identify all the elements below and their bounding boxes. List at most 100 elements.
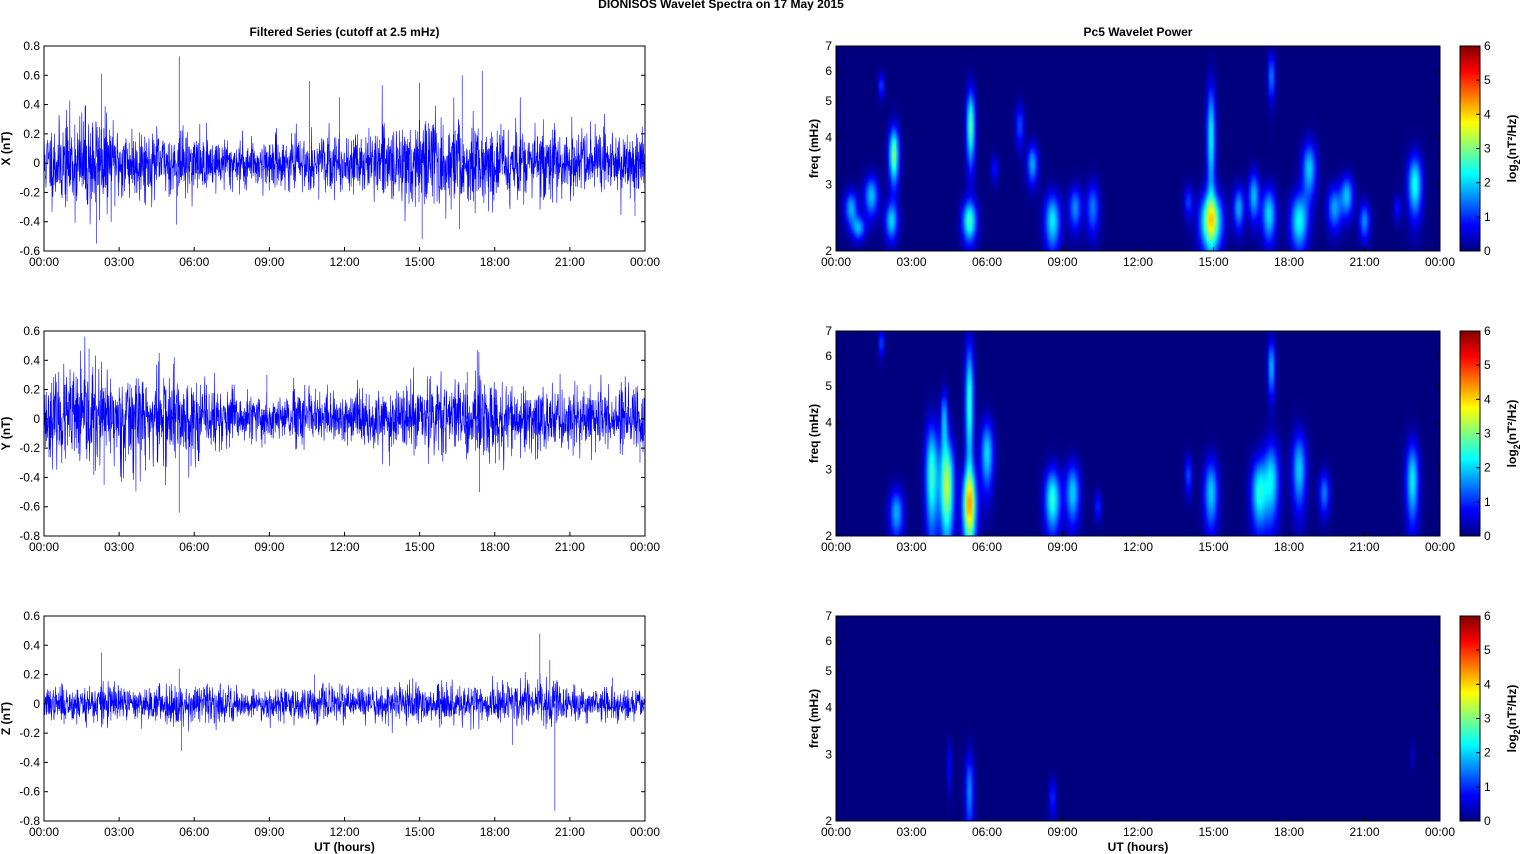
spectrum-xtick-label: 09:00 <box>1047 825 1077 839</box>
series-xtick-label: 09:00 <box>254 825 284 839</box>
colorbar-tick-label: 4 <box>1484 677 1491 691</box>
series-line <box>43 56 646 244</box>
series-ytick-label: 0.6 <box>23 68 40 82</box>
series-panel-y: -0.8 -0.6 -0.4 -0.2 0 0.2 0.4 0.6 00:00 03:00 06:0… <box>0 324 660 554</box>
series-ytick-label: -0.2 <box>19 441 40 455</box>
series-ytick-label: 0.6 <box>23 609 40 623</box>
series-ytick-label: -0.6 <box>19 244 40 258</box>
spectrum-ytick-label: 6 <box>825 349 832 363</box>
spectrum-ytick-label: 3 <box>825 178 832 192</box>
spectrum-xtick-label: 21:00 <box>1349 540 1379 554</box>
spectrum-panel-y: 2 3 4 5 6 7 00:00 03:00 06:00 09:00 12:00 15:00 18:0… <box>807 324 1521 554</box>
series-xtick-label: 09:00 <box>254 255 284 269</box>
spectrum-xtick-label: 12:00 <box>1123 540 1153 554</box>
series-xtick-label: 00:00 <box>29 825 59 839</box>
wavelet-power-image <box>836 46 1440 251</box>
series-ylabel: Z (nT) <box>0 702 13 735</box>
spectrum-xtick-label: 21:00 <box>1349 825 1379 839</box>
spectrum-ylabel: freq (mHz) <box>807 404 821 463</box>
series-xtick-label: 18:00 <box>480 255 510 269</box>
series-ytick-label: -0.6 <box>19 785 40 799</box>
series-xtick-label: 06:00 <box>179 540 209 554</box>
colorbar-tick-label: 2 <box>1484 461 1491 475</box>
spectrum-xtick-label: 09:00 <box>1047 255 1077 269</box>
series-xtick-label: 18:00 <box>480 540 510 554</box>
series-ytick-label: 0.4 <box>23 98 40 112</box>
spectrum-xlabel: UT (hours) <box>1108 840 1169 854</box>
series-ytick-label: -0.6 <box>19 500 40 514</box>
series-ytick-label: -0.8 <box>19 814 40 828</box>
series-ytick-label: 0.2 <box>23 127 40 141</box>
series-xtick-label: 12:00 <box>329 255 359 269</box>
colorbar-tick-label: 5 <box>1484 643 1491 657</box>
series-ytick-label: -0.4 <box>19 755 40 769</box>
spectrum-ytick-label: 6 <box>825 634 832 648</box>
series-xtick-label: 00:00 <box>630 540 660 554</box>
spectrum-ytick-label: 4 <box>825 701 832 715</box>
series-ytick-label: 0.8 <box>23 39 40 53</box>
series-xtick-label: 21:00 <box>555 825 585 839</box>
spectrum-xtick-label: 06:00 <box>972 540 1002 554</box>
spectrum-panel-z: 2 3 4 5 6 7 00:00 03:00 06:00 09:00 12:00 15:00 18:0… <box>807 609 1521 854</box>
colorbar-tick-label: 3 <box>1484 712 1491 726</box>
spectrum-ytick-label: 2 <box>825 244 832 258</box>
spectrum-ylabel: freq (mHz) <box>807 119 821 178</box>
colorbar-tick-label: 0 <box>1484 814 1491 828</box>
series-ytick-label: 0.6 <box>23 324 40 338</box>
colorbar-label: log2(nT²/Hz) <box>1505 115 1521 183</box>
spectrum-xtick-label: 00:00 <box>1425 825 1455 839</box>
spectrum-xtick-label: 03:00 <box>896 255 926 269</box>
spectrum-xtick-label: 00:00 <box>1425 540 1455 554</box>
spectrum-ytick-label: 5 <box>825 94 832 108</box>
spectrum-ytick-label: 7 <box>825 609 832 623</box>
spectrum-ytick-label: 3 <box>825 748 832 762</box>
spectrum-xtick-label: 15:00 <box>1198 825 1228 839</box>
colorbar-tick-label: 0 <box>1484 529 1491 543</box>
spectrum-xtick-label: 00:00 <box>821 825 851 839</box>
colorbar-tick-label: 4 <box>1484 107 1491 121</box>
colorbar-tick-label: 4 <box>1484 392 1491 406</box>
wavelet-power-image <box>836 616 1440 821</box>
series-ytick-label: -0.2 <box>19 726 40 740</box>
colorbar-label: log2(nT²/Hz) <box>1505 400 1521 468</box>
spectrum-ytick-label: 7 <box>825 324 832 338</box>
spectrum-xtick-label: 06:00 <box>972 825 1002 839</box>
series-xtick-label: 18:00 <box>480 825 510 839</box>
series-xtick-label: 00:00 <box>630 825 660 839</box>
series-ytick-label: 0 <box>33 156 40 170</box>
spectrum-xtick-label: 03:00 <box>896 540 926 554</box>
series-ytick-label: 0 <box>33 412 40 426</box>
figure-suptitle: DIONISOS Wavelet Spectra on 17 May 2015 <box>598 0 844 11</box>
colorbar-tick-label: 1 <box>1484 210 1491 224</box>
series-xtick-label: 00:00 <box>630 255 660 269</box>
colorbar-tick-label: 5 <box>1484 358 1491 372</box>
colorbar-tick-label: 1 <box>1484 495 1491 509</box>
spectrum-ytick-label: 5 <box>825 379 832 393</box>
spectrum-xtick-label: 18:00 <box>1274 540 1304 554</box>
series-line <box>43 633 646 811</box>
wavelet-power-image <box>836 331 1440 536</box>
spectrum-ytick-label: 4 <box>825 416 832 430</box>
series-ytick-label: -0.8 <box>19 529 40 543</box>
series-xtick-label: 00:00 <box>29 540 59 554</box>
series-xtick-label: 12:00 <box>329 825 359 839</box>
spectrum-xtick-label: 00:00 <box>1425 255 1455 269</box>
series-xtick-label: 03:00 <box>104 540 134 554</box>
colorbar-tick-label: 6 <box>1484 39 1491 53</box>
spectrum-ytick-label: 6 <box>825 64 832 78</box>
colorbar-tick-label: 0 <box>1484 244 1491 258</box>
spectrum-xtick-label: 00:00 <box>821 255 851 269</box>
colorbar-tick-label: 6 <box>1484 609 1491 623</box>
series-ytick-label: -0.4 <box>19 470 40 484</box>
spectrum-xtick-label: 06:00 <box>972 255 1002 269</box>
series-ytick-label: 0.4 <box>23 638 40 652</box>
series-ytick-label: 0 <box>33 697 40 711</box>
series-line <box>43 336 646 513</box>
series-xtick-label: 21:00 <box>555 255 585 269</box>
spectrum-xtick-label: 15:00 <box>1198 540 1228 554</box>
colorbar-tick-label: 1 <box>1484 780 1491 794</box>
series-xtick-label: 21:00 <box>555 540 585 554</box>
series-xtick-label: 15:00 <box>405 255 435 269</box>
spectrum-xtick-label: 12:00 <box>1123 825 1153 839</box>
spectrum-ylabel: freq (mHz) <box>807 689 821 748</box>
